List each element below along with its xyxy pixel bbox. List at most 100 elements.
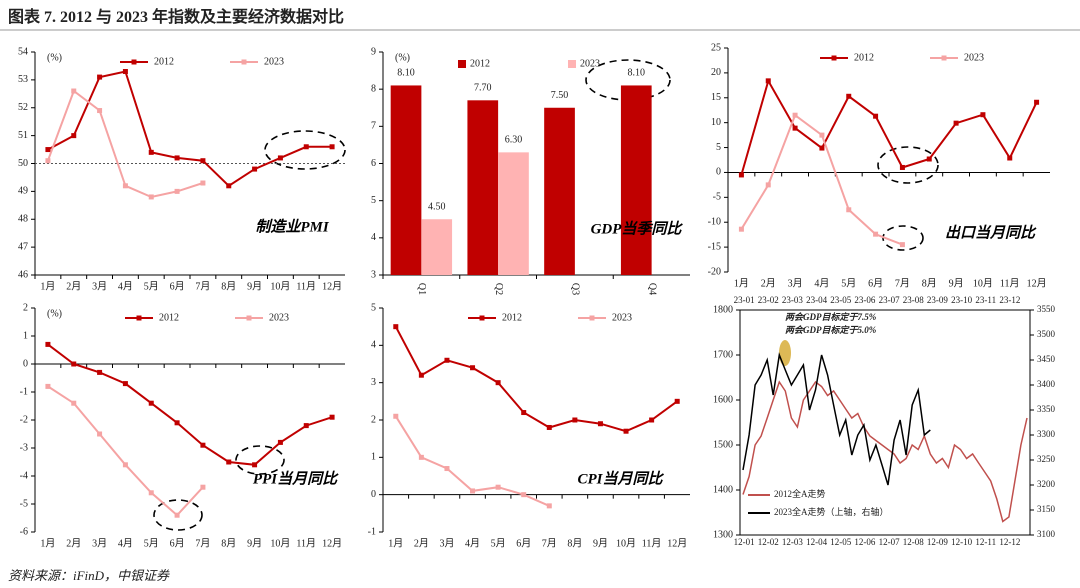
point-marker [122,462,128,468]
legend-label: 2012 [854,52,874,63]
y-tick-label: -10 [708,217,721,228]
point-marker [546,503,552,509]
x-top-tick-label: 23-07 [879,295,900,305]
x-tick-label: 8月 [221,537,236,549]
value-label: 4.50 [428,202,446,213]
bar [620,85,652,275]
x-tick-label: 12-07 [879,537,900,547]
point-marker [226,183,232,189]
point-marker [329,414,335,420]
x-top-tick-label: 23-06 [854,295,875,305]
legend-label: 2023 [264,56,284,67]
x-top-tick-label: 23-01 [734,295,755,305]
x-tick-label: 12-11 [975,537,996,547]
x-tick-label: 12-02 [758,537,779,547]
y2-tick-label: 3300 [1037,429,1056,439]
point-marker [792,125,798,131]
point-marker [444,357,450,363]
series-line [46,89,204,199]
point-marker [303,423,309,429]
y-tick-label: 48 [18,214,28,225]
x-tick-label: 6月 [868,277,883,289]
figure-title: 图表 7. 2012 与 2023 年指数及主要经济数据对比 [8,7,344,26]
x-tick-label: 9月 [593,537,608,549]
annotation: CPI当月同比 [577,470,664,487]
y-tick-label: 53 [18,74,28,85]
x-tick-label: 8月 [922,277,937,289]
y-tick-label: 3 [371,269,376,280]
highlight-ellipse [235,445,285,475]
x-top-tick-label: 23-02 [758,295,779,305]
point-marker [174,188,180,194]
y2-tick-label: 3450 [1037,354,1056,364]
y-tick-label: 8 [371,83,376,94]
x-top-tick-label: 23-11 [975,295,996,305]
y-tick-label: 3 [371,377,376,388]
point-marker [649,417,655,423]
y-tick-label: 4 [371,232,376,243]
point-marker [252,462,258,468]
legend-marker [241,59,247,65]
point-marker [71,361,77,367]
y-tick-label: 5 [371,195,376,206]
point-marker [45,147,51,153]
x-tick-label: 4月 [465,537,480,549]
point-marker [953,120,959,126]
point-marker [765,182,771,188]
y2-tick-label: 3150 [1037,504,1056,514]
x-tick-label: 12-08 [903,537,924,547]
x-tick-label: 5月 [144,537,159,549]
highlight-ellipse [877,146,939,184]
y-tick-label: 1 [23,330,28,341]
point-marker [97,74,103,80]
point-marker [148,490,154,496]
point-marker [418,454,424,460]
y2-tick-label: 3500 [1037,329,1056,339]
y-tick-label: 50 [18,158,28,169]
legend-marker [589,315,595,321]
point-marker [1007,155,1013,161]
value-label: 6.30 [505,135,523,146]
x-top-tick-label: 23-12 [999,295,1020,305]
point-marker [819,132,825,138]
x-tick-label: 2月 [66,537,81,549]
annotation: GDP当季同比 [591,220,684,237]
y-tick-label: 1300 [713,529,733,540]
y-tick-label: 52 [18,102,28,113]
x-tick-label: 8月 [221,280,236,292]
series-line [47,70,333,188]
y-tick-label: 1800 [713,304,733,315]
y-tick-label: 9 [371,46,376,57]
y-tick-label: 2 [23,302,28,313]
x-tick-label: 2月 [66,280,81,292]
y-tick-label: 10 [711,117,721,128]
legend-label: 2023 [964,52,984,63]
x-tick-label: 6月 [170,537,185,549]
point-marker [738,226,744,232]
point-marker [148,194,154,200]
y-tick-label: 15 [711,92,721,103]
x-tick-label: 10月 [616,537,636,549]
bar [498,152,529,275]
y-tick-label: 54 [18,46,28,57]
point-marker [200,442,206,448]
x-top-tick-label: 23-09 [927,295,948,305]
point-marker [200,158,206,164]
y2-tick-label: 3400 [1037,379,1056,389]
point-marker [200,180,206,186]
x-tick-label: 8月 [567,537,582,549]
x-tick-label: 12-06 [854,537,875,547]
y-tick-label: -5 [713,192,721,203]
event-highlight [779,340,791,366]
y-tick-label: 1500 [713,439,733,450]
point-marker [97,431,103,437]
point-marker [926,156,932,162]
y-tick-label: 1 [371,452,376,463]
point-marker [521,492,527,498]
annotation: 制造业PMI [255,218,330,235]
legend-label: 2023 [580,58,600,69]
y-tick-label: 4 [371,340,376,351]
point-marker [122,381,128,387]
y-tick-label: -6 [20,526,28,537]
